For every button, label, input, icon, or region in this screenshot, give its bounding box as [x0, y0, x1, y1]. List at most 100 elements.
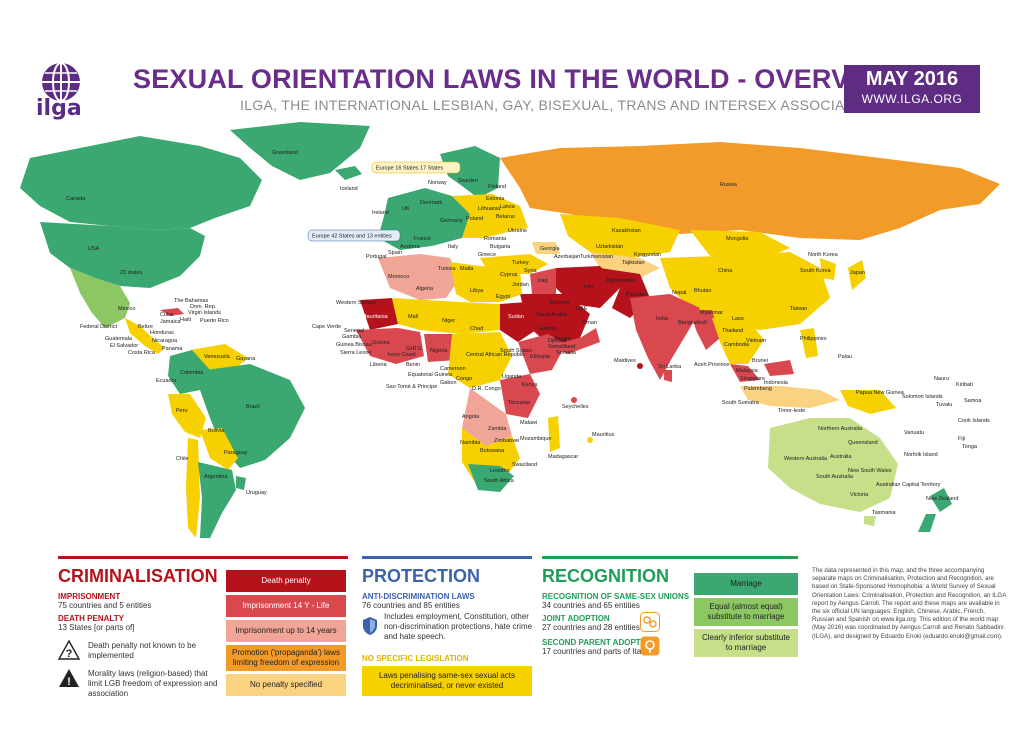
map-label-zambia: Zambia [488, 426, 507, 432]
map-label-niger: Niger [442, 318, 455, 324]
map-label-guatemala: Guatemala [105, 336, 133, 342]
map-label-guyana: Guyana [236, 356, 256, 362]
europe-protection-box [307, 229, 401, 242]
region-sri-lanka [664, 370, 672, 382]
region-central-america [125, 318, 165, 354]
map-label-western-australia: Western Australia [784, 456, 828, 462]
map-label-congo: Congo [456, 376, 472, 382]
map-label-victoria: Victoria [850, 492, 869, 498]
region-horn-of-africa [518, 334, 566, 374]
map-label-nigeria: Nigeria [430, 348, 448, 354]
map-label-finland: Finland [488, 184, 506, 190]
map-label-eq-guinea: Equatorial Guinea [408, 372, 453, 378]
map-label-libya: Libya [470, 288, 484, 294]
svg-text:!: ! [67, 676, 71, 688]
map-label-south-korea: South Korea [800, 268, 832, 274]
map-label-colombia: Colombia [180, 370, 204, 376]
region-peru [168, 394, 206, 438]
map-label-mexico: Mexico [118, 306, 135, 312]
region-iraq-syria [530, 268, 556, 294]
map-label-panama: Panama [162, 346, 183, 352]
question-triangle-icon: ? [58, 640, 80, 660]
map-label-uganda: Uganda [502, 374, 522, 380]
map-label-ukraine: Ukraine [508, 228, 527, 234]
region-russia [500, 142, 1000, 240]
map-label-cuba: Cuba [160, 312, 174, 318]
map-label-pakistan: Pakistan [626, 292, 647, 298]
region-bolivia-paraguay [200, 428, 238, 470]
map-label-23-states: 23 states [120, 270, 143, 276]
map-label-western-sahara: Western Sahara [336, 300, 377, 306]
map-label-sri-lanka: Sri Lanka [658, 364, 682, 370]
map-label-timor-leste: Timor-leste [778, 408, 805, 414]
region-venezuela-guyana [190, 344, 248, 370]
map-label-cameroon: Cameroon [440, 366, 466, 372]
map-label-mongolia: Mongolia [726, 236, 749, 242]
map-label-iraq: Iraq [538, 278, 547, 284]
map-label-vanuatu: Vanuatu [904, 430, 924, 436]
map-label-uzbekistan: Uzbekistan [596, 244, 623, 250]
map-label-tuvalu: Tuvalu [936, 402, 952, 408]
map-label-morocco: Morocco [388, 274, 409, 280]
map-label-tonga: Tonga [962, 444, 978, 450]
map-label-italy: Italy [448, 244, 458, 250]
website-link[interactable]: WWW.ILGA.ORG [861, 92, 963, 106]
criminalisation-title: CRIMINALISATION [58, 566, 218, 586]
shield-icon [363, 617, 377, 635]
map-label-uk: UK [402, 206, 410, 212]
map-label-bulgaria: Bulgaria [490, 244, 511, 250]
date-badge: MAY 2016 WWW.ILGA.ORG [844, 65, 980, 113]
legend-equal-substitute: Equal (almost equal) substitute to marri… [694, 598, 798, 626]
map-label-japan: Japan [850, 270, 865, 276]
region-west-africa [356, 328, 424, 364]
map-label-andorra: Andorra [400, 244, 421, 250]
map-label-mali: Mali [408, 314, 418, 320]
map-label-botswana: Botswana [480, 448, 505, 454]
map-label-drc: D.R. Congo [472, 386, 501, 392]
map-label-south-sumatra: South Sumatra [722, 400, 760, 406]
map-label-lithuania: Lithuania [478, 206, 501, 212]
map-label-nauru: Nauru [934, 376, 949, 382]
region-philippines [800, 328, 818, 358]
joint-adoption-text: 27 countries and 28 entities [542, 623, 640, 632]
map-label-usa: USA [88, 246, 100, 252]
map-label-tanzania: Tanzania [508, 400, 531, 406]
map-label-ethiopia: Ethiopia [530, 354, 551, 360]
imprisonment-text: 75 countries and 5 entities [58, 601, 152, 610]
legend-promotion-laws: Promotion ('propaganda') laws limiting f… [226, 645, 346, 671]
map-label-nsw: New South Wales [848, 468, 892, 474]
map-label-cyprus: Cyprus [500, 272, 518, 278]
map-label-sweden: Sweden [458, 178, 478, 184]
map-label-car: Central African Republic [466, 352, 525, 358]
map-label-norway: Norway [428, 180, 447, 186]
map-label-europe-criminalisation: Europe 16 States 17 States [376, 166, 444, 172]
region-greenland [230, 122, 370, 180]
no-specific-heading: NO SPECIFIC LEGISLATION [362, 654, 469, 663]
map-label-belarus: Belarus [496, 214, 515, 220]
logo-text: ilga [36, 96, 82, 121]
map-label-france: France [414, 236, 431, 242]
region-taiwan [806, 304, 812, 314]
region-colombia-ecuador [168, 350, 210, 394]
map-label-papua-new-guinea: Papua New Guinea [856, 390, 905, 396]
map-label-turkmenistan: Turkmenistan [580, 254, 613, 260]
map-label-bolivia: Bolivia [208, 428, 225, 434]
map-label-cape-verde: Cape Verde [312, 324, 341, 330]
map-label-new-zealand: New Zealand [926, 496, 958, 502]
map-label-swaziland: Swaziland [512, 462, 537, 468]
map-label-madagascar: Madagascar [548, 454, 578, 460]
map-label-ecuador: Ecuador [156, 378, 177, 384]
map-label-seychelles: Seychelles [562, 404, 589, 410]
map-label-belize: Belize [138, 324, 153, 330]
map-label-afghanistan: Afghanistan [606, 278, 635, 284]
map-label-mauritius: Mauritius [592, 432, 615, 438]
map-label-angola: Angola [462, 414, 480, 420]
map-label-brazil: Brazil [246, 404, 260, 410]
region-iceland [335, 166, 362, 180]
map-label-benin: Benin [406, 362, 420, 368]
map-label-cook-islands: Cook Islands [958, 418, 990, 424]
region-argentina [198, 462, 236, 538]
map-label-paraguay: Paraguay [224, 450, 248, 456]
second-parent-heading: SECOND PARENT ADOPTION [542, 638, 655, 647]
legend-imprisonment-14: Imprisonment up to 14 years [226, 620, 346, 642]
